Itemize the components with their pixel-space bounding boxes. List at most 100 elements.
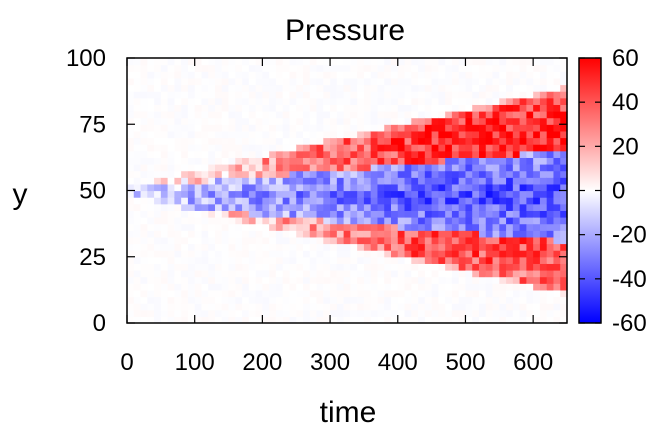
colorbar-tick-label: -20 [612,222,647,249]
heatmap-cell [465,130,473,139]
heatmap-cell [370,217,379,225]
heatmap-cell [506,58,514,66]
heatmap-cell [228,58,236,66]
heatmap-cell [397,236,406,245]
heatmap-cell [431,183,439,192]
heatmap-cell [418,177,426,185]
heatmap-cell [235,150,243,158]
heatmap-cell [377,250,385,258]
heatmap-cell [269,111,277,119]
heatmap-cell [181,150,189,158]
heatmap-cell [187,276,196,284]
heatmap-cell [228,289,236,298]
heatmap-cell [560,217,568,225]
heatmap-cell [418,289,426,298]
heatmap-cell [533,64,541,72]
heatmap-cell [140,256,148,264]
heatmap-cell [275,71,284,79]
heatmap-cell [309,210,318,218]
heatmap-cell [350,303,358,311]
heatmap-cell [296,316,304,324]
heatmap-cell [296,117,304,125]
heatmap-cell [431,164,439,172]
heatmap-cell [289,309,297,317]
heatmap-cell [411,77,419,86]
heatmap-cell [533,276,541,284]
heatmap-cell [208,117,216,125]
heatmap-cell [492,197,500,205]
heatmap-cell [397,190,406,198]
heatmap-cell [533,263,541,271]
heatmap-cell [336,124,345,132]
heatmap-cell [336,104,345,112]
heatmap-cell [269,250,277,258]
heatmap-cell [526,150,534,158]
heatmap-cell [282,104,291,112]
heatmap-cell [140,210,148,218]
heatmap-cell [181,203,189,211]
heatmap-cell [539,230,548,238]
heatmap-cell [255,111,263,119]
heatmap-cell [269,197,277,205]
heatmap-cell [445,124,453,132]
heatmap-cell [215,177,223,185]
heatmap-cell [181,117,189,125]
heatmap-cell [154,256,162,264]
heatmap-cell [384,58,392,66]
heatmap-cell [127,58,135,66]
heatmap-cell [506,210,514,218]
heatmap-cell [519,117,527,125]
heatmap-cell [336,217,345,225]
heatmap-cell [546,137,555,145]
heatmap-cell [275,263,284,271]
heatmap-cell [424,243,433,251]
heatmap-cell [357,91,365,99]
heatmap-cell [296,124,304,132]
heatmap-cell [296,177,304,185]
heatmap-cell [384,91,392,99]
heatmap-cell [370,210,379,218]
heatmap-cell [221,71,230,79]
colorbar-tick-label: 0 [612,178,625,205]
heatmap-cell [296,283,304,291]
heatmap-cell [215,296,223,304]
heatmap-cell [248,91,257,99]
heatmap-cell [506,91,514,99]
heatmap-cell [424,210,433,218]
heatmap-cell [519,58,527,66]
heatmap-cell [377,243,385,251]
heatmap-cell [519,243,527,251]
heatmap-cell [181,289,189,298]
heatmap-cell [512,243,521,251]
heatmap-cell [506,309,514,317]
heatmap-cell [269,97,277,105]
heatmap-cell [160,309,169,317]
heatmap-cell [533,296,541,304]
heatmap-cell [127,309,135,317]
heatmap-cell [479,250,487,258]
heatmap-cell [330,316,338,324]
heatmap-cell [343,183,351,192]
heatmap-cell [370,263,379,271]
heatmap-cell [316,283,324,291]
heatmap-cell [343,144,351,152]
heatmap-cell [546,283,555,291]
heatmap-cell [167,58,175,66]
heatmap-cell [363,164,372,172]
heatmap-cell [492,97,500,105]
heatmap-cell [248,177,257,185]
heatmap-cell [458,177,467,185]
heatmap-cell [248,303,257,311]
heatmap-cell [242,164,250,172]
heatmap-cell [404,197,412,205]
heatmap-cell [167,71,175,79]
heatmap-cell [160,230,169,238]
heatmap-cell [411,197,419,205]
heatmap-cell [424,164,433,172]
heatmap-cell [336,296,345,304]
heatmap-cell [336,111,345,119]
heatmap-cell [431,256,439,264]
heatmap-cell [479,157,487,165]
heatmap-cell [242,71,250,79]
heatmap-cell [451,124,460,132]
